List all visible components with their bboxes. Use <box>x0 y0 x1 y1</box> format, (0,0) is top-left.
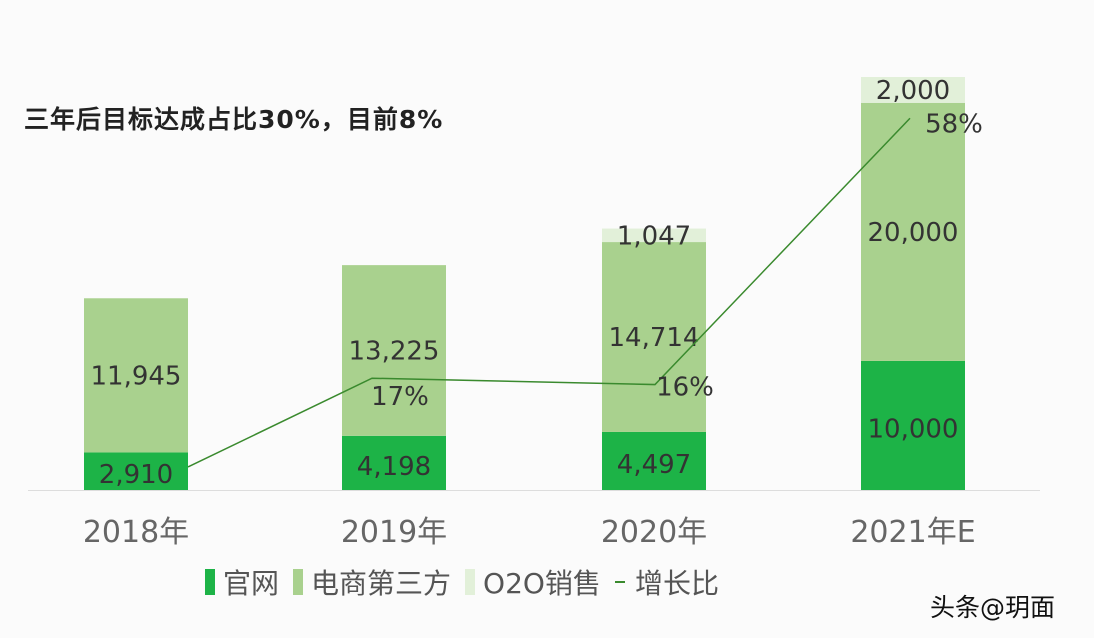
growth-label: 17% <box>371 382 429 412</box>
bar-segment <box>861 77 965 103</box>
legend-item-guanwang: 官网 <box>205 562 279 602</box>
x-tick-label: 2018年 <box>83 515 189 550</box>
bar-segment <box>861 102 965 361</box>
bar-segment <box>602 431 706 490</box>
legend-line-swatch <box>614 581 625 583</box>
data-label: 20,000 <box>868 218 959 248</box>
chart-title: 三年后目标达成占比30%，目前8% <box>24 105 444 134</box>
growth-label: 58% <box>925 109 983 139</box>
legend-item-o2o: O2O销售 <box>465 562 601 602</box>
legend-swatch <box>293 569 304 595</box>
legend-item-ecommerce: 电商第三方 <box>293 562 451 602</box>
legend-label: O2O销售 <box>483 567 601 600</box>
legend-label: 官网 <box>223 567 280 600</box>
legend-label: 增长比 <box>634 567 719 600</box>
bar-segment <box>602 228 706 243</box>
data-label: 10,000 <box>868 414 959 444</box>
data-label: 2,000 <box>876 76 950 106</box>
legend-label: 电商第三方 <box>311 567 452 600</box>
growth-line <box>187 117 911 468</box>
legend-swatch <box>465 569 476 595</box>
x-tick-label: 2019年 <box>341 515 447 550</box>
data-label: 4,497 <box>617 450 691 480</box>
growth-label: 16% <box>656 373 714 403</box>
legend-item-growth: 增长比 <box>614 562 719 602</box>
x-tick-label: 2020年 <box>601 515 707 550</box>
data-label: 14,714 <box>609 323 700 353</box>
watermark: 头条@玥面 <box>930 593 1056 622</box>
data-label: 1,047 <box>617 221 691 251</box>
bar-segment <box>342 265 446 436</box>
data-label: 11,945 <box>91 361 182 391</box>
data-label: 4,198 <box>357 452 431 482</box>
bar-segment <box>861 360 965 490</box>
bar-segment <box>342 435 446 490</box>
bar-segment <box>84 452 188 490</box>
data-label: 2,910 <box>99 460 173 490</box>
bar-segment <box>84 298 188 453</box>
bar-segment <box>602 242 706 432</box>
legend: 官网 电商第三方 O2O销售 增长比 <box>205 562 733 602</box>
data-label: 13,225 <box>349 336 440 366</box>
x-tick-label: 2021年E <box>850 515 975 550</box>
legend-swatch <box>205 569 215 595</box>
